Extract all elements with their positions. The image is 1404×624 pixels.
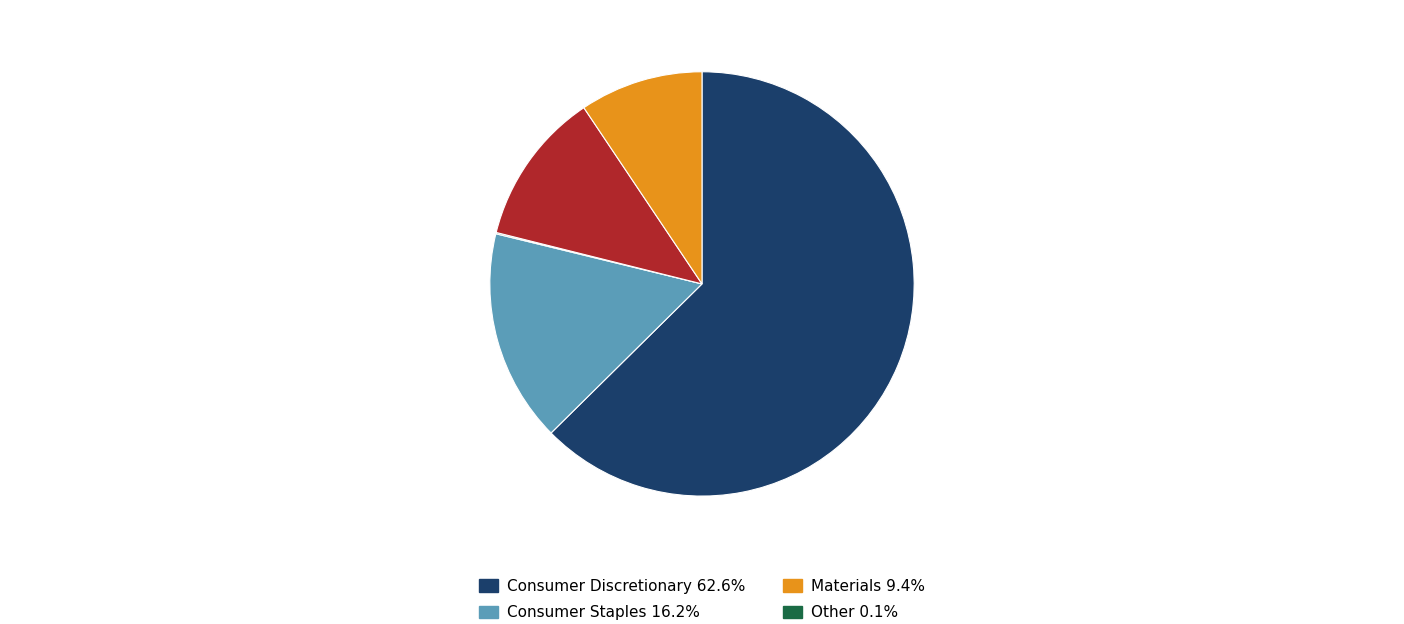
Wedge shape (584, 72, 702, 284)
Wedge shape (490, 234, 702, 433)
Wedge shape (496, 108, 702, 284)
Legend: Consumer Discretionary 62.6%, Consumer Staples 16.2%, Financials 11.7%, Material: Consumer Discretionary 62.6%, Consumer S… (473, 573, 931, 624)
Wedge shape (496, 233, 702, 284)
Wedge shape (550, 72, 914, 496)
